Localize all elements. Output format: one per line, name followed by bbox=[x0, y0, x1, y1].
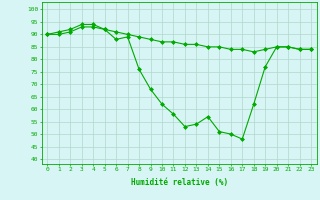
X-axis label: Humidité relative (%): Humidité relative (%) bbox=[131, 178, 228, 187]
